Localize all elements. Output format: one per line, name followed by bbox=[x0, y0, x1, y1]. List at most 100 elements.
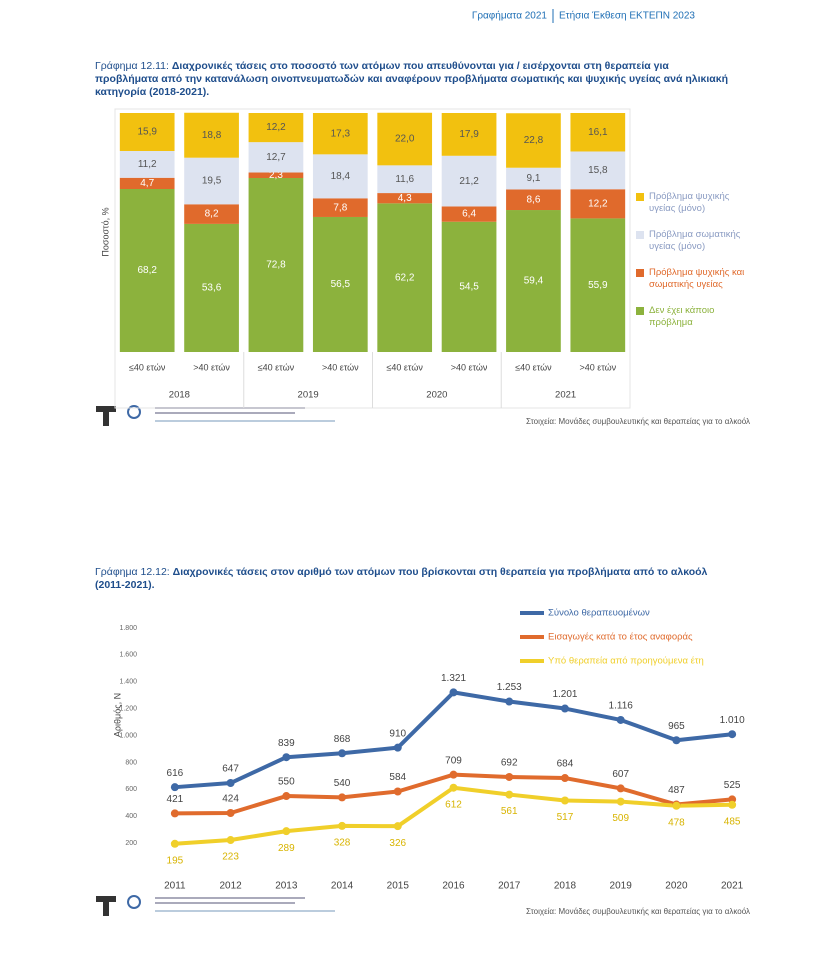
x-tick-label: >40 ετών bbox=[451, 362, 488, 372]
y-tick-label: 200 bbox=[125, 840, 137, 847]
data-label: 21,2 bbox=[459, 176, 479, 187]
x-tick-label: ≤40 ετών bbox=[258, 362, 295, 372]
data-label: 607 bbox=[612, 769, 629, 780]
line-marker bbox=[672, 801, 681, 810]
line-marker bbox=[616, 784, 625, 793]
line-marker bbox=[505, 772, 514, 781]
y-axis-label: Αριθμός, Ν bbox=[112, 693, 122, 737]
header-right: Ετήσια Έκθεση ΕΚΤΕΠΝ 2023 bbox=[559, 10, 695, 22]
line-marker bbox=[226, 836, 235, 845]
legend-swatch bbox=[636, 193, 644, 201]
x-tick-label: 2016 bbox=[442, 881, 465, 892]
data-label: 709 bbox=[445, 755, 462, 766]
x-tick-label: ≤40 ετών bbox=[515, 362, 552, 372]
group-label: 2019 bbox=[298, 390, 319, 401]
bar-segment bbox=[441, 206, 497, 222]
x-tick-label: 2014 bbox=[331, 881, 354, 892]
data-label: 223 bbox=[222, 852, 239, 863]
legend-label: Πρόβλημα ψυχικής υγείας (μόνο) bbox=[649, 191, 730, 214]
data-label: 839 bbox=[278, 738, 295, 749]
x-tick-label: 2012 bbox=[219, 881, 242, 892]
line-marker bbox=[393, 743, 402, 752]
data-label: 4,7 bbox=[140, 178, 154, 189]
data-label: 1.116 bbox=[609, 701, 634, 712]
x-tick-label: 2019 bbox=[610, 881, 633, 892]
data-label: 1.253 bbox=[497, 682, 522, 693]
line-marker bbox=[728, 730, 737, 739]
bar-segment bbox=[441, 221, 497, 352]
header-left: Γραφήματα 2021 bbox=[472, 10, 548, 22]
bar-segment bbox=[248, 178, 304, 352]
legend-label: Πρόβλημα ψυχικής και σωματικής υγείας bbox=[649, 267, 745, 290]
line-marker bbox=[449, 688, 458, 697]
x-tick-label: ≤40 ετών bbox=[386, 362, 423, 372]
x-tick-label: 2020 bbox=[665, 881, 688, 892]
y-tick-label: 600 bbox=[125, 786, 137, 793]
y-tick-label: 1.600 bbox=[119, 652, 137, 659]
chart-title: Γράφημα 12.12: Διαχρονικές τάσεις στον α… bbox=[95, 566, 735, 592]
bar-segment bbox=[570, 189, 626, 219]
data-label: 15,9 bbox=[137, 127, 157, 138]
line-marker bbox=[505, 790, 514, 799]
data-label: 12,7 bbox=[266, 152, 286, 163]
y-tick-label: 800 bbox=[125, 759, 137, 766]
y-tick-label: 400 bbox=[125, 813, 137, 820]
bar-segment bbox=[506, 113, 561, 168]
data-label: 421 bbox=[167, 794, 184, 805]
data-label: 68,2 bbox=[137, 265, 157, 276]
logo bbox=[96, 405, 335, 426]
bar-segment bbox=[312, 216, 368, 352]
bar-segment bbox=[119, 177, 175, 190]
data-label: 289 bbox=[278, 843, 295, 854]
data-label: 53,6 bbox=[202, 283, 222, 294]
data-label: 55,9 bbox=[588, 280, 608, 291]
data-label: 517 bbox=[557, 812, 574, 823]
y-tick-label: 1.800 bbox=[119, 625, 137, 632]
line-marker bbox=[560, 704, 569, 713]
bar-segment bbox=[506, 210, 561, 352]
data-label: 485 bbox=[724, 816, 741, 827]
data-label: 9,1 bbox=[526, 173, 540, 184]
line-marker bbox=[338, 821, 347, 830]
legend-item: Πρόβλημα ψυχικής υγείας (μόνο) bbox=[636, 191, 756, 215]
bar-segment bbox=[570, 218, 626, 352]
line-marker bbox=[393, 787, 402, 796]
data-label: 7,8 bbox=[333, 202, 347, 213]
x-tick-label: 2013 bbox=[275, 881, 298, 892]
line-marker bbox=[449, 783, 458, 792]
bar-segment bbox=[119, 189, 175, 352]
data-label: 910 bbox=[389, 728, 406, 739]
data-label: 59,4 bbox=[524, 276, 544, 287]
source: Στοιχεία: Μονάδες συμβουλευτικής και θερ… bbox=[526, 907, 750, 916]
data-label: 647 bbox=[222, 764, 239, 775]
legend-swatch bbox=[636, 231, 644, 239]
bar-segment bbox=[377, 193, 433, 204]
y-axis-label: Ποσοστό, % bbox=[100, 207, 110, 256]
data-label: 1.010 bbox=[720, 715, 745, 726]
data-label: 692 bbox=[501, 758, 518, 769]
x-tick-label: 2018 bbox=[554, 881, 577, 892]
data-label: 868 bbox=[334, 734, 351, 745]
y-tick-label: 1.400 bbox=[119, 679, 137, 686]
bar-segment bbox=[184, 112, 239, 158]
data-label: 16,1 bbox=[588, 127, 608, 138]
chart-label: Γράφημα 12.11: bbox=[95, 60, 169, 72]
data-label: 584 bbox=[389, 772, 406, 783]
line-marker bbox=[616, 715, 625, 724]
legend-label: Πρόβλημα σωματικής υγείας (μόνο) bbox=[649, 229, 741, 252]
data-label: 326 bbox=[389, 838, 406, 849]
line-marker bbox=[338, 793, 347, 802]
bar-segment bbox=[184, 223, 239, 352]
line-marker bbox=[449, 770, 458, 779]
x-tick-label: >40 ετών bbox=[579, 362, 616, 372]
x-tick-label: 2017 bbox=[498, 881, 521, 892]
data-label: 509 bbox=[612, 813, 629, 824]
bar-segment bbox=[506, 189, 561, 211]
data-label: 11,6 bbox=[395, 174, 414, 185]
bar-segment bbox=[248, 113, 304, 143]
legend-item: Πρόβλημα ψυχικής και σωματικής υγείας bbox=[636, 267, 756, 291]
data-label: 684 bbox=[557, 759, 574, 770]
legend-swatch bbox=[636, 269, 644, 277]
bar-segment bbox=[377, 112, 433, 166]
